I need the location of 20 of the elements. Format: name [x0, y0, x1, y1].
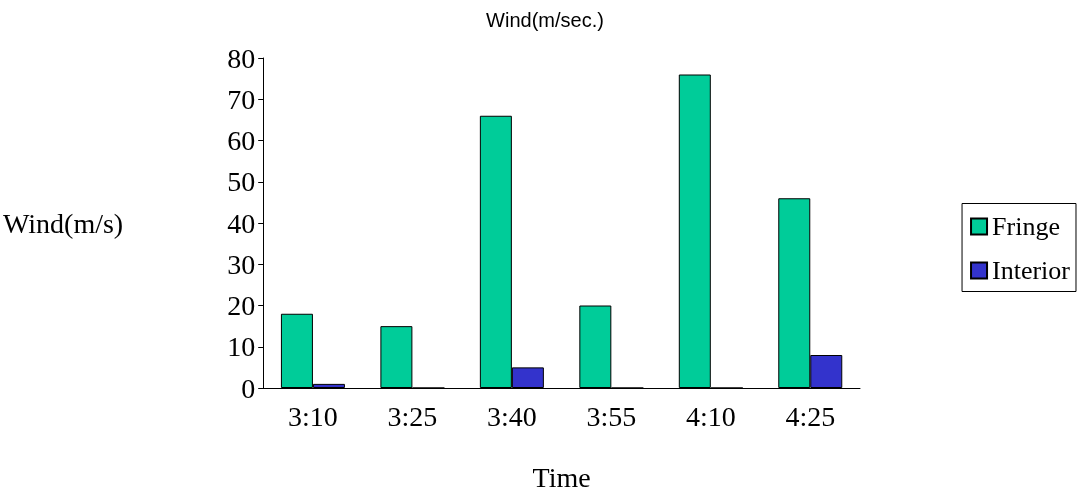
- y-tick-label: 70: [227, 83, 256, 115]
- x-tick-label: 4:10: [685, 400, 736, 432]
- y-tick-label: 20: [227, 290, 256, 321]
- chart-title: Wind(m/sec.): [486, 9, 604, 31]
- x-tick-label: 3:55: [586, 400, 637, 432]
- legend-label: Interior: [992, 256, 1071, 285]
- x-tick-label: 3:10: [288, 400, 338, 432]
- x-tick-label: 3:40: [486, 400, 537, 432]
- y-tick-label: 60: [227, 125, 256, 156]
- y-tick-label: 30: [227, 248, 256, 280]
- legend-label: Fringe: [992, 212, 1060, 241]
- x-axis-title: Time: [532, 461, 591, 493]
- y-tick-label: 40: [227, 207, 256, 239]
- x-tick-label: 3:25: [387, 400, 438, 432]
- y-tick-label: 0: [241, 372, 256, 404]
- x-tick-label: 4:25: [785, 400, 836, 432]
- y-tick-label: 10: [227, 331, 256, 363]
- y-tick-label: 80: [227, 42, 256, 74]
- y-axis-title: Wind(m/s): [2, 207, 124, 239]
- y-tick-label: 50: [227, 166, 256, 198]
